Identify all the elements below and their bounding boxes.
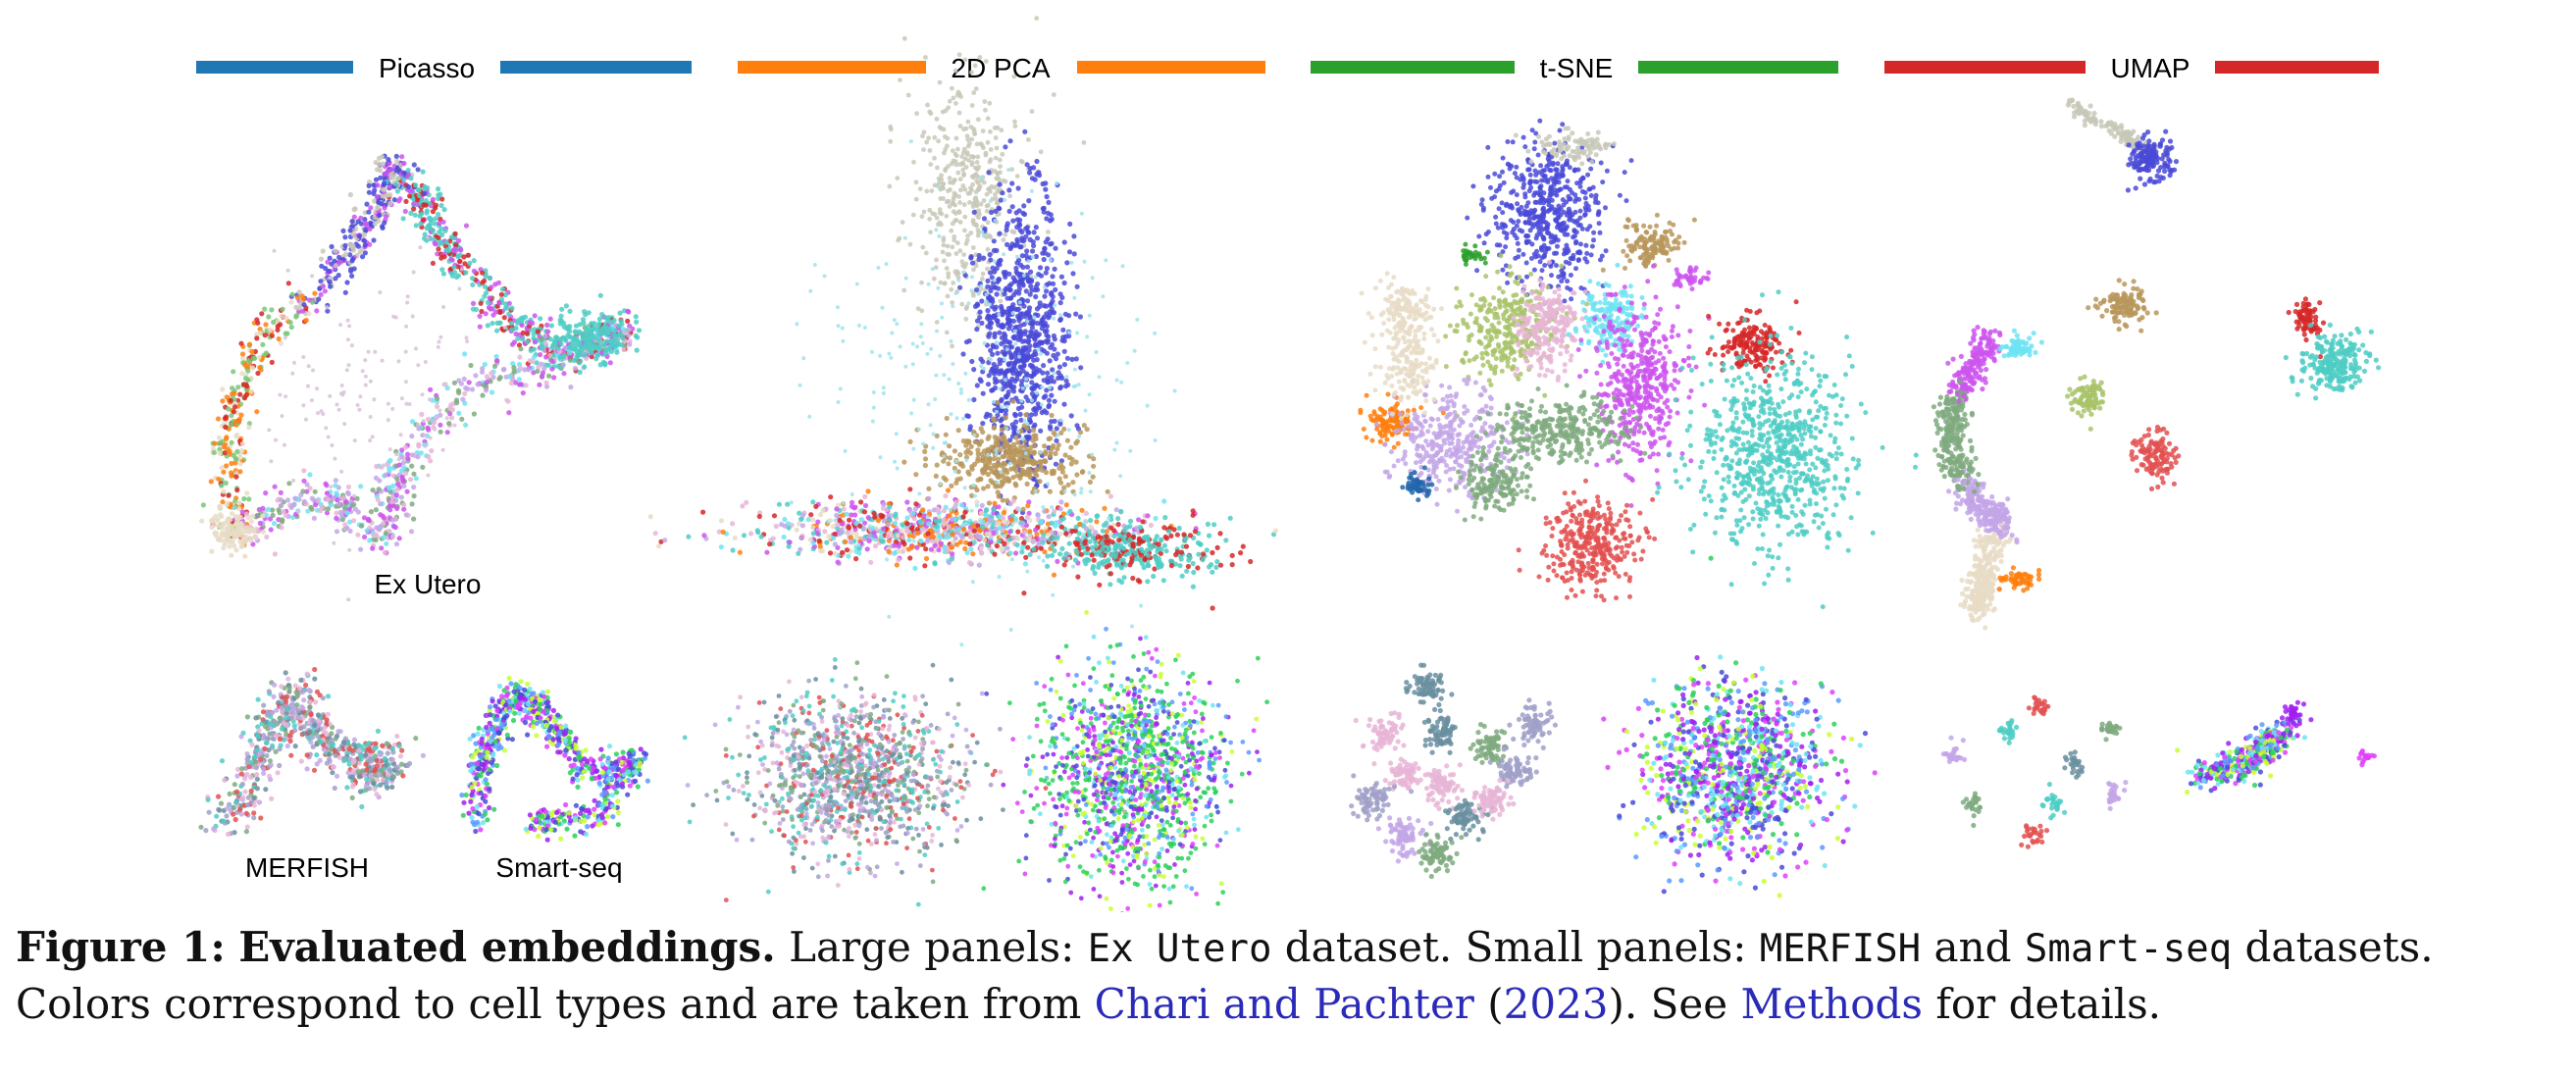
tsne-header: t-SNE (1540, 53, 1614, 83)
tsne-exutero-cluster (1672, 265, 1711, 291)
pca-merfish (683, 657, 1050, 906)
umap-exutero-top (2066, 98, 2179, 193)
pca-bar-right (1077, 61, 1265, 74)
citation-year-link[interactable]: 2023 (1504, 980, 1609, 1028)
tsne-merfish-cluster (1417, 832, 1464, 879)
tsne-exutero-cluster (1601, 213, 1697, 273)
umap-exutero-red (2129, 425, 2181, 491)
picasso-bar-right (500, 61, 692, 74)
caption-text-7: for details. (1923, 980, 2161, 1028)
picasso-merfish (198, 667, 426, 837)
tsne-bar-left (1311, 61, 1515, 74)
pca-smartseq (981, 610, 1269, 912)
umap-exutero-orange (1997, 565, 2041, 592)
umap-merfish-cluster (2019, 823, 2049, 849)
umap-merfish-cluster (1941, 736, 1967, 764)
umap-exutero-cyan (1997, 329, 2044, 359)
tsne-exutero-cluster (1461, 242, 1490, 267)
caption-code-smart-seq: Smart-seq (2025, 927, 2232, 971)
figure-caption: Figure 1: Evaluated embeddings. Large pa… (16, 920, 2566, 1032)
pca-cluster-brown (902, 399, 1110, 514)
smart-seq-label: Smart-seq (495, 852, 622, 883)
tsne-smartseq (1601, 556, 1878, 898)
tsne-merfish-cluster (1404, 663, 1455, 714)
tsne-exutero-cluster (1576, 264, 1712, 508)
tsne-merfish-cluster (1354, 710, 1407, 766)
pca-cluster-right (992, 508, 1253, 610)
pca-bar-left (738, 61, 926, 74)
umap-exutero-brown (2086, 278, 2159, 333)
caption-text-5: ( (1474, 980, 1504, 1028)
umap-merfish-cluster (2027, 694, 2051, 716)
caption-text-1: Large panels: (776, 923, 1088, 971)
embeddings-figure: Picasso 2D PCA t-SNE UMAP Ex Utero MERFI… (0, 0, 2576, 912)
umap-exutero-arc (1932, 325, 2020, 631)
tsne-merfish-cluster (1504, 697, 1558, 750)
caption-text-2: dataset. Small panels: (1271, 923, 1759, 971)
umap-merfish-cluster (2106, 780, 2128, 811)
tsne-exutero-cluster (1474, 384, 1647, 483)
umap-smartseq (2175, 700, 2377, 795)
method-headers: Picasso 2D PCA t-SNE UMAP (196, 53, 2379, 83)
umap-bar-right (2215, 61, 2379, 74)
picasso-bar-left (196, 61, 353, 74)
tsne-exutero-cluster (1517, 479, 1657, 602)
umap-merfish-cluster (1997, 718, 2019, 745)
umap-exutero-teal (2284, 323, 2382, 401)
umap-header: UMAP (2111, 53, 2190, 83)
picasso-header: Picasso (379, 53, 475, 83)
caption-text-3: and (1921, 923, 2025, 971)
umap-merfish-cluster (2040, 782, 2068, 820)
scatter-panels (198, 16, 2381, 912)
figure-number: Figure 1: (16, 923, 226, 971)
caption-code-merfish: MERFISH (1760, 927, 1921, 971)
tsne-exutero-cluster (1655, 289, 1919, 609)
caption-title: Evaluated embeddings. (238, 923, 776, 971)
picasso-exutero-fill (267, 235, 508, 601)
caption-code-ex-utero: Ex Utero (1088, 927, 1272, 971)
umap-bar-left (1884, 61, 2086, 74)
merfish-label: MERFISH (245, 852, 369, 883)
umap-merfish-cluster (2099, 721, 2123, 743)
caption-text-6: ). See (1609, 980, 1741, 1028)
tsne-merfish-cluster (1488, 746, 1539, 792)
picasso-smartseq (459, 676, 650, 843)
citation-link[interactable]: Chari and Pachter (1095, 980, 1474, 1028)
ex-utero-label: Ex Utero (375, 569, 482, 599)
tsne-bar-right (1638, 61, 1838, 74)
umap-merfish-cluster (2062, 749, 2085, 780)
methods-link[interactable]: Methods (1740, 980, 1923, 1028)
umap-exutero-green (2065, 375, 2105, 432)
umap-merfish-cluster (1961, 792, 1983, 829)
